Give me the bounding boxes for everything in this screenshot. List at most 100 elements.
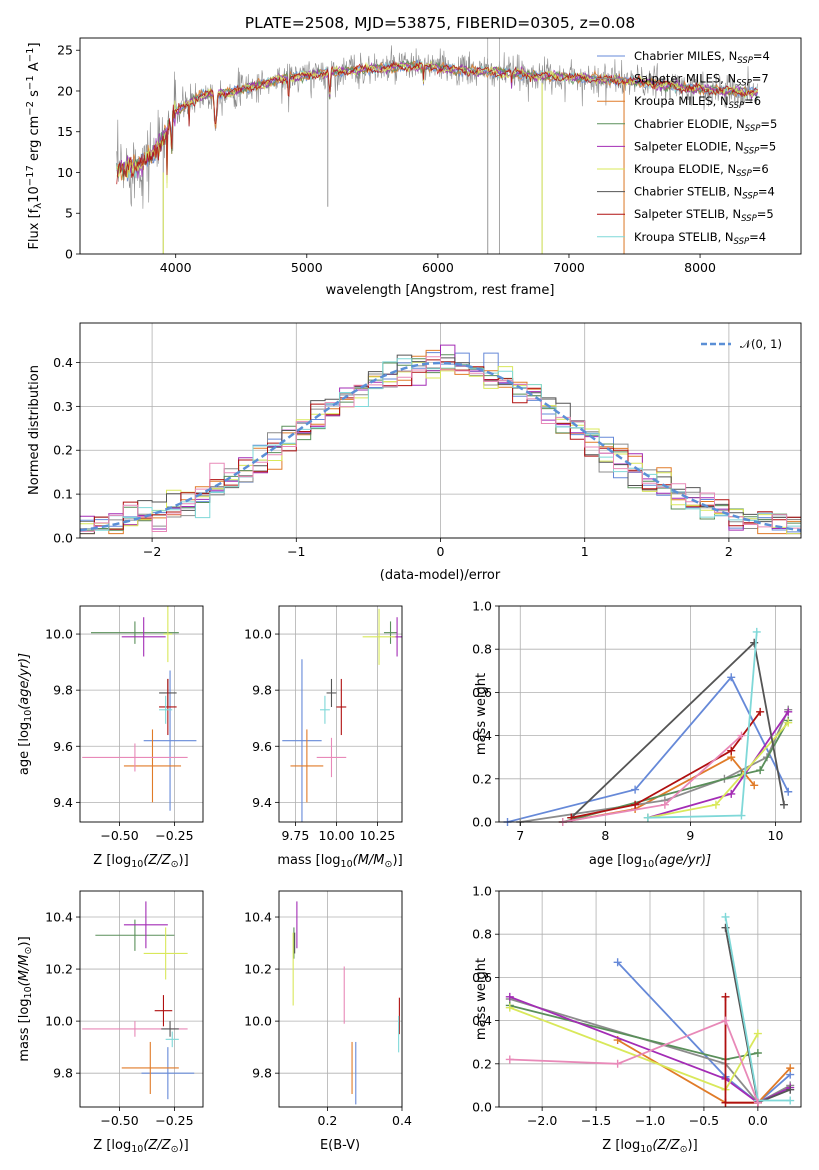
gaussian-curve — [79, 361, 802, 532]
y-tick-label: 10.0 — [45, 1014, 73, 1029]
mass-vs-ebv-xlabel: E(B-V) — [320, 1138, 360, 1153]
y-tick-label: 20 — [57, 83, 73, 98]
y-tick-label: 0.0 — [53, 531, 73, 546]
weight-vs-age-ticks: 7 8 9 10 0.0 0.2 0.4 0.6 0.8 1.0 — [472, 599, 783, 844]
weight-line-KS — [647, 631, 758, 819]
y-tick-label: 9.4 — [252, 795, 272, 810]
mass-vs-ebv-points — [292, 901, 400, 1105]
weight-line-CM — [507, 675, 790, 823]
weight-marker-SS — [756, 707, 765, 716]
age-vs-mass-ticks: 9.75 10.00 10.25 9.4 9.6 9.8 10.0 — [244, 627, 395, 843]
y-tick-label: 10.4 — [45, 910, 73, 925]
x-tick-label: −0.5 — [689, 1113, 719, 1128]
weight-marker-CS — [750, 638, 759, 647]
x-tick-label: −1.5 — [581, 1113, 611, 1128]
legend-entry: Chabrier ELODIE, NSSP=5 — [634, 117, 777, 134]
x-tick-label: 2 — [725, 544, 733, 559]
x-tick-label: 1 — [581, 544, 589, 559]
legend-entry-sub: SSP — [744, 146, 760, 156]
weight-marker-SE — [505, 992, 514, 1001]
legend-entry-n: =5 — [759, 139, 776, 153]
legend-entry-n: =4 — [753, 49, 770, 63]
legend-entry-n: =5 — [760, 117, 777, 131]
legend-entry: Salpeter MILES, NSSP=7 — [634, 72, 769, 89]
histogram-steps-KE — [80, 361, 801, 535]
weight-line-SE — [509, 995, 791, 1104]
weight-marker-CS — [779, 800, 788, 809]
weight-marker-CE — [753, 1049, 762, 1057]
y-tick-label: 9.8 — [252, 683, 272, 698]
weight-marker-KE — [784, 718, 793, 727]
x-tick-label: 4000 — [160, 260, 192, 275]
legend-entry-sub: SSP — [736, 79, 752, 89]
weight-marker-KS — [737, 811, 746, 820]
histogram-panel: −2 −1 0 1 2 0.0 0.1 0.2 0.3 0.4 (data-model)/erro… — [27, 322, 802, 583]
gaussian-legend-label: 𝒩(0, 1) — [740, 337, 782, 351]
histogram-ticks: −2 −1 0 1 2 0.0 0.1 0.2 0.3 0.4 — [53, 355, 733, 559]
weight-vs-Z-ticks: −2.0 −1.5 −1.0 −0.5 0.0 0.0 0.2 0.4 0.6 0.8 1.0 — [472, 884, 768, 1129]
weight-marker-CM — [613, 958, 622, 967]
legend-entry-n: =6 — [744, 94, 761, 108]
age-vs-Z-frame — [79, 605, 204, 823]
y-tick-label: 0.6 — [472, 685, 492, 700]
legend-entry-n: =6 — [752, 162, 769, 176]
spectrum-frame — [79, 37, 802, 255]
weight-marker-P — [613, 1059, 622, 1068]
age-vs-mass-grid — [279, 606, 402, 822]
x-tick-label: 0.4 — [392, 1113, 412, 1128]
histogram-steps-P — [80, 356, 801, 532]
y-tick-label: 10.2 — [244, 962, 272, 977]
weight-marker-CM — [727, 673, 736, 682]
mass-vs-Z-frame — [79, 890, 204, 1108]
spectrum-panel: PLATE=2508, MJD=53875, FIBERID=0305, z=0… — [25, 14, 802, 298]
x-tick-label: −1 — [287, 544, 305, 559]
legend-entry-label: Salpeter ELODIE, N — [634, 139, 744, 153]
legend-entry-label: Salpeter MILES, N — [634, 72, 736, 86]
age-vs-Z-xlabel: Z [log10(Z/Z⊙)] — [93, 853, 188, 870]
weight-vs-age-lines — [503, 627, 793, 826]
spectrum-lines — [116, 38, 759, 254]
y-tick-label: 25 — [57, 43, 73, 58]
weight-marker-P — [660, 800, 669, 809]
legend-entry-n: =4 — [749, 230, 766, 244]
x-tick-label: 9.75 — [281, 828, 309, 843]
weight-marker-KM — [786, 1064, 795, 1073]
weight-marker-KS — [721, 912, 730, 921]
y-tick-label: 1.0 — [472, 599, 492, 614]
x-tick-label: 7 — [516, 828, 524, 843]
legend-entry-sub: SSP — [729, 101, 745, 111]
model-spectrum-SS — [116, 60, 759, 185]
weight-vs-Z-grid — [499, 890, 801, 1108]
x-tick-label: −2 — [143, 544, 161, 559]
y-tick-label: 0.2 — [53, 443, 73, 458]
weight-marker-P — [737, 731, 746, 740]
legend-entry-label: Kroupa STELIB, N — [634, 230, 734, 244]
weight-vs-age-xlabel: age [log10(age/yr)] — [589, 853, 711, 870]
weight-line-CE — [562, 720, 789, 823]
age-vs-mass-frame — [278, 605, 403, 823]
weight-marker-CM — [784, 787, 793, 796]
weight-marker-SS — [721, 992, 730, 1001]
weight-marker-KE — [505, 1003, 514, 1012]
y-tick-label: 5 — [65, 206, 73, 221]
weight-marker-P — [721, 1016, 730, 1025]
mass-vs-ebv-ticks: 0.2 0.4 9.8 10.0 10.2 10.4 — [244, 910, 412, 1128]
legend-entry-label: Kroupa MILES, N — [634, 94, 729, 108]
weight-vs-age-panel: 7 8 9 10 0.0 0.2 0.4 0.6 0.8 1.0 age [log10(age/y… — [472, 599, 802, 870]
mass-vs-Z-ylabel: mass [log10(M/M⊙)] — [17, 936, 34, 1061]
weight-line-P — [509, 1019, 759, 1104]
weight-marker-SS — [631, 800, 640, 809]
legend-entry-n: =5 — [757, 207, 774, 221]
legend-entry: Chabrier STELIB, NSSP=4 — [634, 185, 775, 202]
legend-entry: Kroupa ELODIE, NSSP=6 — [634, 162, 769, 179]
legend-entry: Chabrier MILES, NSSP=4 — [634, 49, 770, 66]
weight-marker-KE — [711, 800, 720, 809]
histogram-ylabel: Normed distribution — [27, 365, 42, 495]
y-tick-label: 9.8 — [53, 1066, 73, 1081]
x-tick-label: 7000 — [553, 260, 585, 275]
weight-line-CE — [509, 1004, 759, 1061]
legend-entry-n: =4 — [758, 185, 775, 199]
spectrum-title: PLATE=2508, MJD=53875, FIBERID=0305, z=0… — [245, 14, 635, 32]
